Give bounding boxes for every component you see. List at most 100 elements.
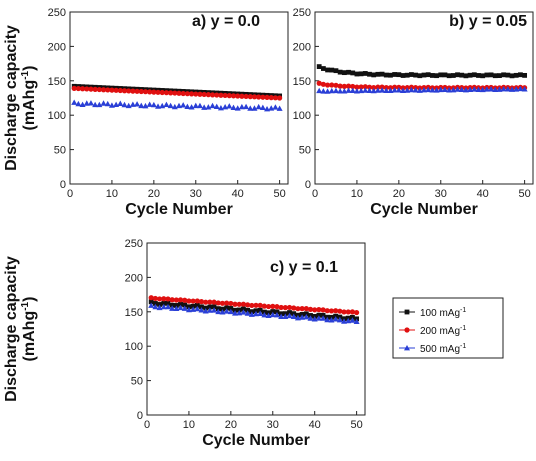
data-point [294,314,301,321]
data-point [295,306,301,312]
data-point [328,87,335,94]
data-point [243,103,250,110]
data-point [207,299,213,305]
data-point [201,104,208,110]
data-point [92,101,99,108]
chart-panel-1: 0 10 20 30 40 50 0 50 100 150 200 250 Cycle Number Di… [3,7,289,218]
data-point [117,100,124,106]
x-axis-title: Cycle Number [370,201,478,218]
data-point [167,102,174,109]
data-point [198,307,205,313]
data-point [345,87,352,93]
data-point [324,82,331,88]
data-point [354,309,360,316]
legend-label: 500 mAg-1 [420,343,466,355]
x-tick-label: 50 [273,188,285,200]
data-point [362,71,368,76]
data-point [442,72,448,78]
data-point [211,299,217,305]
data-point [129,101,136,107]
data-point [500,85,507,92]
data-point [205,92,211,98]
legend-label: 100 mAg-1 [420,307,466,319]
data-point [333,308,339,314]
data-point [354,84,360,90]
data-point [303,306,309,312]
data-point [282,305,288,311]
data-point [240,309,247,315]
chart-panel-3: 0 10 20 30 40 50 0 50 100 150 200 250 Cycle Number Di… [3,238,366,449]
x-tick-label: 0 [67,188,73,200]
y-tick-label: 100 [48,110,66,122]
data-point [383,87,390,94]
data-point [230,93,237,99]
data-point [257,310,264,316]
legend-marker [404,327,410,333]
y-axis-title: Discharge capacity [3,256,20,402]
y-tick-label: 250 [293,7,311,19]
data-point [333,82,339,88]
data-point [163,101,170,108]
panel-label: c) y = 0.1 [270,259,338,276]
data-point [239,93,245,99]
data-point [121,101,128,108]
x-tick-label: 40 [309,419,321,431]
data-point [202,308,209,314]
data-point [274,304,280,310]
data-point [375,71,381,77]
data-point [333,313,339,319]
y-tick-label: 200 [48,41,66,53]
data-point [404,72,410,78]
y-tick-label: 150 [293,76,311,88]
data-point [446,87,453,93]
data-point [518,72,523,78]
data-point [395,87,402,93]
data-point [455,72,460,78]
data-point [434,73,439,79]
data-point [413,72,419,78]
y-tick-label: 0 [137,410,143,422]
data-point [161,300,167,306]
data-point [463,73,469,79]
data-point [207,304,213,310]
data-point [232,301,238,307]
data-point [417,73,423,79]
legend-label: 200 mAg-1 [420,325,466,337]
data-point [251,94,258,100]
data-point [400,73,406,78]
data-point [291,311,297,317]
data-point [488,86,495,92]
data-point [215,306,221,312]
data-point [471,72,477,78]
data-point [203,305,209,311]
data-point [425,72,431,78]
data-point [303,313,310,320]
data-point [75,100,82,107]
x-tick-label: 50 [518,188,530,200]
x-tick-label: 10 [183,419,195,431]
data-point [165,300,171,306]
data-point [396,72,402,78]
data-point [379,71,385,77]
data-point [278,313,285,319]
data-point [400,87,407,93]
data-point [273,312,280,318]
y-tick-label: 250 [125,238,143,250]
data-point [312,307,318,313]
data-point [492,73,498,79]
data-point [130,88,136,94]
data-point [79,101,86,108]
series-2 [148,295,360,316]
data-point [199,304,204,310]
data-point [320,307,326,313]
plot-frame [69,11,289,185]
data-point [278,304,284,311]
data-point [197,91,203,97]
data-point [387,87,394,94]
data-point [201,91,207,98]
data-point [496,86,503,92]
data-point [194,302,200,308]
data-point [409,72,414,77]
data-point [320,315,327,321]
data-point [325,67,330,73]
